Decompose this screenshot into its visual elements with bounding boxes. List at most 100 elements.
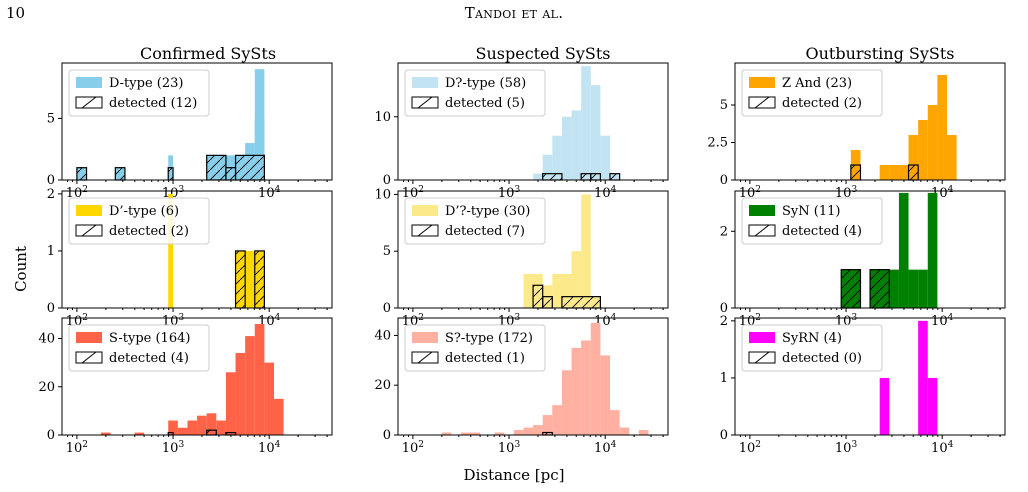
histogram-bar	[216, 420, 226, 435]
y-tick-label: 2.5	[707, 136, 728, 151]
x-tick-label: 102	[402, 440, 424, 456]
y-tick-label: 20	[38, 380, 55, 395]
histogram-bar	[638, 430, 649, 435]
axes-frame	[61, 190, 333, 309]
legend-box	[741, 324, 883, 372]
histogram-bar	[100, 432, 111, 435]
histogram-bar	[908, 135, 919, 180]
y-tick-label: 10	[374, 187, 391, 202]
legend-hatch-mark	[754, 351, 770, 364]
histogram-bar	[590, 322, 601, 435]
x-tick-label: 103	[835, 440, 858, 456]
histogram-bar	[600, 135, 611, 180]
histogram-bar	[937, 75, 948, 180]
axes-frame	[397, 62, 669, 181]
histogram-bar	[254, 324, 265, 435]
legend-label: detected (2)	[782, 96, 862, 111]
histogram-bar	[245, 336, 255, 435]
axes-frame	[397, 190, 669, 309]
histogram-bar	[581, 340, 591, 435]
histogram-bar	[470, 432, 481, 435]
panel-8: 0 20 40 102 103 104 S?-type (172) detected (1)	[374, 317, 669, 456]
histogram-bar	[879, 377, 890, 435]
x-tick-label: 102	[739, 440, 761, 456]
legend-swatch	[412, 332, 438, 343]
legend-label: D-type (23)	[109, 76, 183, 91]
legend-swatch	[412, 205, 438, 216]
histogram-bar	[908, 269, 919, 308]
histogram-bar	[571, 251, 582, 308]
histogram-bar	[918, 320, 928, 435]
histogram-bar	[619, 427, 630, 435]
legend-box	[404, 324, 546, 372]
histogram-bar	[274, 398, 284, 435]
detected-bar	[254, 250, 265, 309]
legend-label: Z And (23)	[782, 76, 852, 91]
legend-box	[741, 197, 883, 245]
axes-frame	[734, 190, 1006, 309]
axes-frame	[734, 317, 1006, 436]
y-tick-label: 0	[47, 428, 55, 443]
histogram-bar	[245, 250, 255, 308]
legend-box	[404, 197, 546, 245]
detected-bar	[234, 250, 246, 309]
histogram-bar	[581, 194, 591, 308]
legend-swatch	[749, 332, 775, 343]
legend-hatch-mark	[754, 96, 770, 109]
histogram-bar	[523, 427, 534, 435]
y-tick-label: 2	[720, 224, 728, 239]
histogram-bar	[561, 116, 572, 180]
x-tick-label: 103	[162, 440, 185, 456]
histogram-bar	[542, 415, 553, 435]
histogram-bar	[197, 415, 207, 435]
histogram-bar	[879, 165, 890, 180]
legend-label: D’?-type (30)	[445, 204, 530, 219]
histogram-bar	[927, 377, 938, 435]
legend-label: D’-type (6)	[109, 204, 179, 219]
legend-box	[68, 69, 210, 117]
y-tick-label: 5	[720, 98, 728, 113]
histogram-bar	[927, 192, 938, 308]
legend-swatch	[76, 332, 102, 343]
x-tick-label: 104	[594, 185, 617, 201]
page-number: 10	[6, 4, 26, 22]
running-title: Tandoi et al.	[464, 4, 564, 22]
histogram-bar	[235, 352, 246, 435]
detected-bar	[907, 164, 919, 181]
y-tick-label: 2	[47, 187, 55, 202]
detected-bar	[542, 173, 563, 181]
x-axis-label: Distance [pc]	[463, 466, 565, 484]
panel-9: 0 1 2 102 103 104 SyRN (4) detected (0)	[720, 314, 1006, 456]
legend-label: detected (7)	[445, 224, 525, 239]
legend-hatch-mark	[81, 224, 97, 237]
histogram-bar	[918, 269, 928, 308]
detected-bar	[206, 429, 217, 436]
legend-label: detected (0)	[782, 351, 862, 366]
legend-label: detected (4)	[109, 351, 189, 366]
legend-swatch	[749, 77, 775, 88]
histogram-bar	[571, 110, 582, 180]
histogram-bar	[552, 135, 562, 180]
x-tick-label: 104	[594, 440, 617, 456]
legend-label: detected (2)	[109, 224, 189, 239]
histogram-bar	[590, 85, 601, 180]
histogram-bar	[552, 273, 562, 308]
y-tick-label: 0	[383, 173, 391, 188]
detected-bar	[206, 154, 227, 181]
histogram-bar	[918, 120, 928, 180]
axes-frame	[61, 62, 333, 181]
histogram-bar	[610, 410, 620, 435]
legend-swatch	[749, 205, 775, 216]
axes-frame	[61, 317, 333, 436]
column-title-suspected: Suspected SySts	[475, 44, 611, 63]
legend-box	[68, 197, 210, 245]
column-title-outbursting: Outbursting SySts	[805, 44, 955, 63]
histogram-bar	[134, 432, 145, 435]
detected-bar	[869, 269, 890, 309]
detected-bar	[225, 167, 237, 181]
y-tick-label: 1	[47, 244, 55, 259]
histogram-bar	[187, 420, 198, 435]
